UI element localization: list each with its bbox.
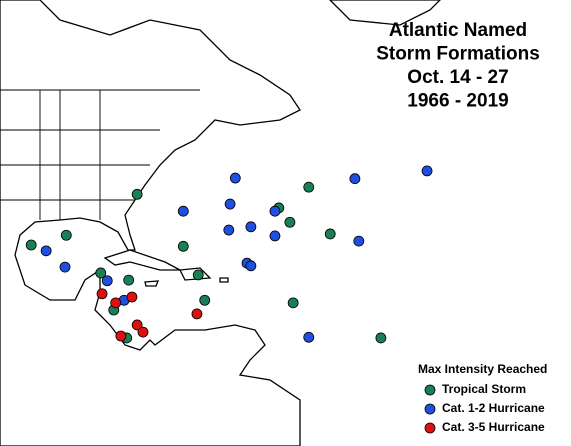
- storm-point: [303, 181, 315, 193]
- storm-point: [101, 275, 113, 287]
- basemap: [0, 0, 441, 446]
- title-line: Atlantic Named: [389, 20, 527, 41]
- title-line: Oct. 14 - 27: [407, 67, 508, 88]
- legend-label: Cat. 3-5 Hurricane: [442, 420, 545, 434]
- storm-point: [421, 165, 433, 177]
- storm-point: [40, 245, 52, 257]
- storm-point: [269, 230, 281, 242]
- legend-title: Max Intensity Reached: [418, 362, 547, 376]
- storm-point: [123, 274, 135, 286]
- storm-point: [59, 261, 71, 273]
- legend-label: Tropical Storm: [442, 382, 526, 396]
- legend-swatch: [424, 422, 436, 434]
- storm-point: [269, 205, 281, 217]
- storm-point: [229, 172, 241, 184]
- storm-point: [245, 221, 257, 233]
- storm-point: [96, 288, 108, 300]
- storm-point: [60, 229, 72, 241]
- storm-point: [191, 308, 203, 320]
- storm-point: [25, 239, 37, 251]
- storm-point: [95, 267, 107, 279]
- storm-point: [192, 269, 204, 281]
- legend-swatch: [424, 403, 436, 415]
- storm-point: [177, 240, 189, 252]
- storm-point: [284, 216, 296, 228]
- storm-point: [349, 173, 361, 185]
- points: [25, 165, 433, 344]
- legend-swatch: [424, 384, 436, 396]
- storm-point: [324, 228, 336, 240]
- storm-point: [199, 294, 211, 306]
- storm-point: [224, 198, 236, 210]
- storm-point: [110, 297, 122, 309]
- title-line: Storm Formations: [376, 44, 540, 65]
- storm-point: [131, 188, 143, 200]
- storm-point: [303, 331, 315, 343]
- storm-point: [137, 326, 149, 338]
- storm-point: [131, 319, 143, 331]
- legend-label: Cat. 1-2 Hurricane: [442, 401, 545, 415]
- storm-point: [115, 330, 127, 342]
- storm-point: [245, 260, 257, 272]
- storm-point: [126, 291, 138, 303]
- storm-point: [287, 297, 299, 309]
- storm-point: [375, 332, 387, 344]
- storm-point: [223, 224, 235, 236]
- legend: Max Intensity Reached Tropical Storm Cat.…: [418, 362, 547, 434]
- title-line: 1966 - 2019: [407, 91, 508, 112]
- storm-point: [177, 205, 189, 217]
- storm-point: [353, 235, 365, 247]
